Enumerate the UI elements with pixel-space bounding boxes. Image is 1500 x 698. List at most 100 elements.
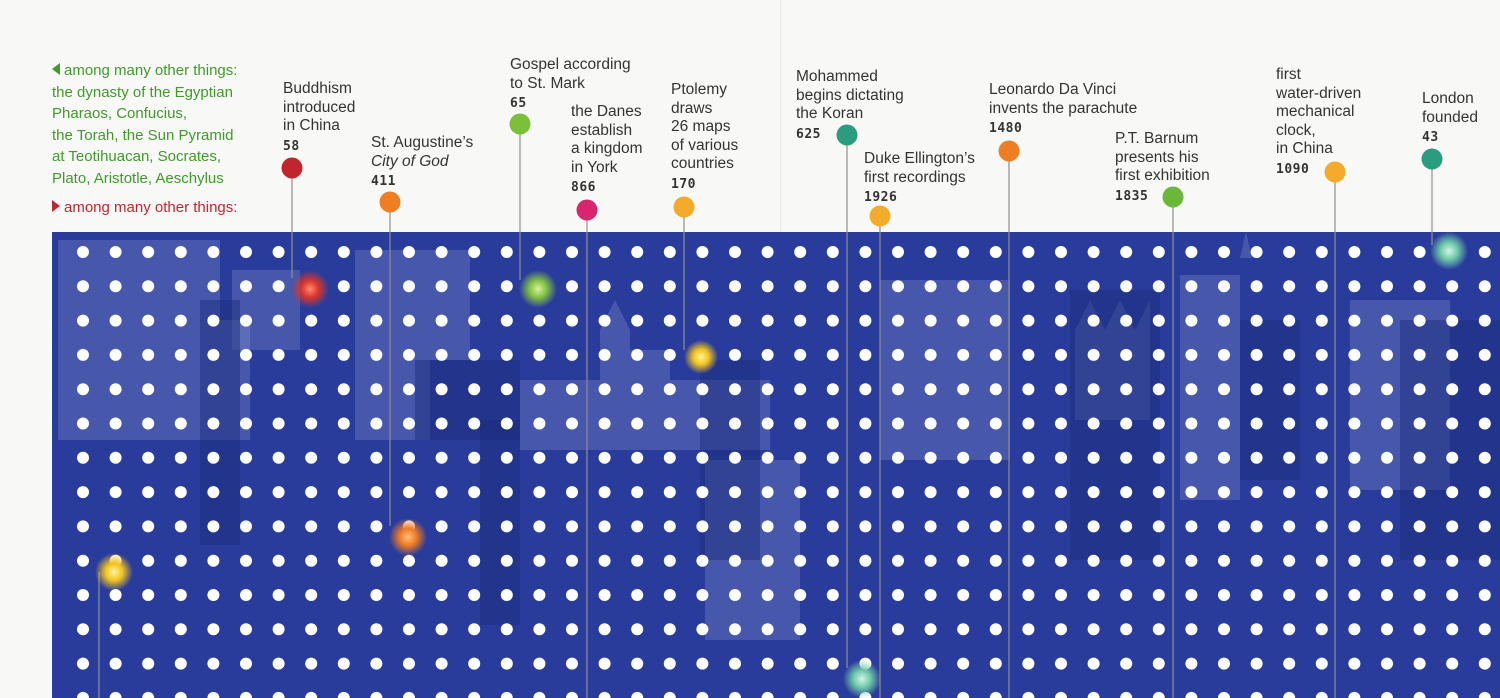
- grid-dot: [240, 486, 252, 499]
- grid-dot: [1446, 554, 1459, 567]
- grid-dot: [794, 417, 807, 430]
- grid-dot: [174, 657, 187, 670]
- grid-dot: [1087, 691, 1100, 698]
- grid-dot: [1022, 451, 1035, 464]
- grid-dot: [1055, 348, 1067, 361]
- grid-dot: [109, 451, 122, 464]
- grid-dot: [1446, 383, 1459, 396]
- grid-dot: [989, 554, 1002, 567]
- grid-dot: [989, 623, 1002, 636]
- grid-dot: [1413, 314, 1426, 327]
- grid-dot: [1218, 451, 1230, 464]
- skyline-shape: [355, 250, 470, 440]
- grid-dot: [924, 451, 937, 464]
- grid-dot: [468, 280, 481, 293]
- grid-dot: [1413, 383, 1426, 396]
- grid-dot: [1283, 246, 1296, 258]
- grid-dot: [533, 589, 546, 601]
- grid-dot: [1087, 623, 1100, 636]
- grid-dot: [500, 657, 513, 670]
- grid-dot: [77, 623, 89, 636]
- grid-dot: [1022, 554, 1035, 567]
- grid-dot: [435, 246, 448, 258]
- legend-green-line: the dynasty of the Egyptian: [52, 83, 233, 101]
- grid-dot: [631, 417, 644, 430]
- grid-dot: [435, 554, 448, 567]
- grid-dot: [1087, 451, 1100, 464]
- grid-dot: [1348, 246, 1361, 258]
- grid-dot: [468, 486, 481, 499]
- grid-dot: [1185, 314, 1198, 327]
- grid-dot: [533, 520, 546, 533]
- grid-dot: [403, 314, 415, 327]
- grid-dot: [826, 280, 839, 293]
- grid-dot: [142, 554, 155, 567]
- grid-dot: [1446, 417, 1459, 430]
- grid-dot: [1120, 554, 1133, 567]
- grid-dot: [207, 520, 220, 533]
- grid-dot: [109, 383, 122, 396]
- grid-dot: [435, 520, 448, 533]
- grid-dot: [957, 451, 970, 464]
- grid-dot: [696, 417, 709, 430]
- grid-dot: [1348, 417, 1361, 430]
- grid-dot: [337, 417, 350, 430]
- grid-dot: [1152, 589, 1165, 601]
- grid-dot: [240, 554, 252, 567]
- grid-dot: [1022, 383, 1035, 396]
- grid-dot: [859, 589, 872, 601]
- grid-dot: [1152, 314, 1165, 327]
- grid-dot: [403, 486, 415, 499]
- grid-dot: [696, 657, 709, 670]
- grid-dot: [1478, 451, 1491, 464]
- grid-dot: [1022, 589, 1035, 601]
- grid-dot: [957, 348, 970, 361]
- grid-dot: [435, 451, 448, 464]
- grid-dot: [859, 348, 872, 361]
- grid-dot: [1055, 623, 1067, 636]
- grid-dot: [1283, 451, 1296, 464]
- grid-dot: [77, 417, 89, 430]
- grid-dot: [631, 348, 644, 361]
- grid-dot: [1055, 554, 1067, 567]
- grid-dot: [957, 417, 970, 430]
- grid-dot: [77, 246, 89, 258]
- grid-dot: [207, 554, 220, 567]
- grid-dot: [468, 246, 481, 258]
- grid-dot: [1022, 623, 1035, 636]
- glow-marker: [95, 553, 133, 591]
- grid-dot: [1446, 280, 1459, 293]
- grid-dot: [240, 623, 252, 636]
- grid-dot: [598, 657, 611, 670]
- grid-dot: [109, 691, 122, 698]
- grid-dot: [1185, 623, 1198, 636]
- grid-dot: [403, 246, 415, 258]
- grid-dot: [1283, 589, 1296, 601]
- grid-dot: [1446, 691, 1459, 698]
- grid-dot: [924, 691, 937, 698]
- grid-dot: [533, 623, 546, 636]
- grid-dot: [859, 246, 872, 258]
- grid-dot: [337, 348, 350, 361]
- grid-dot: [1381, 383, 1393, 396]
- grid-dot: [826, 691, 839, 698]
- grid-dot: [1250, 348, 1263, 361]
- grid-dot: [305, 520, 318, 533]
- grid-dot: [1478, 623, 1491, 636]
- grid-dot: [696, 520, 709, 533]
- grid-dot: [272, 280, 285, 293]
- grid-dot: [761, 554, 774, 567]
- grid-dot: [989, 417, 1002, 430]
- grid-dot: [272, 657, 285, 670]
- grid-dot: [1055, 657, 1067, 670]
- grid-dot: [272, 623, 285, 636]
- grid-dot: [892, 383, 904, 396]
- event-year: 1090: [1276, 161, 1310, 177]
- grid-dot: [174, 383, 187, 396]
- grid-dot: [435, 417, 448, 430]
- grid-dot: [142, 280, 155, 293]
- grid-dot: [729, 691, 741, 698]
- grid-dot: [370, 348, 383, 361]
- grid-dot: [989, 657, 1002, 670]
- grid-dot: [566, 657, 578, 670]
